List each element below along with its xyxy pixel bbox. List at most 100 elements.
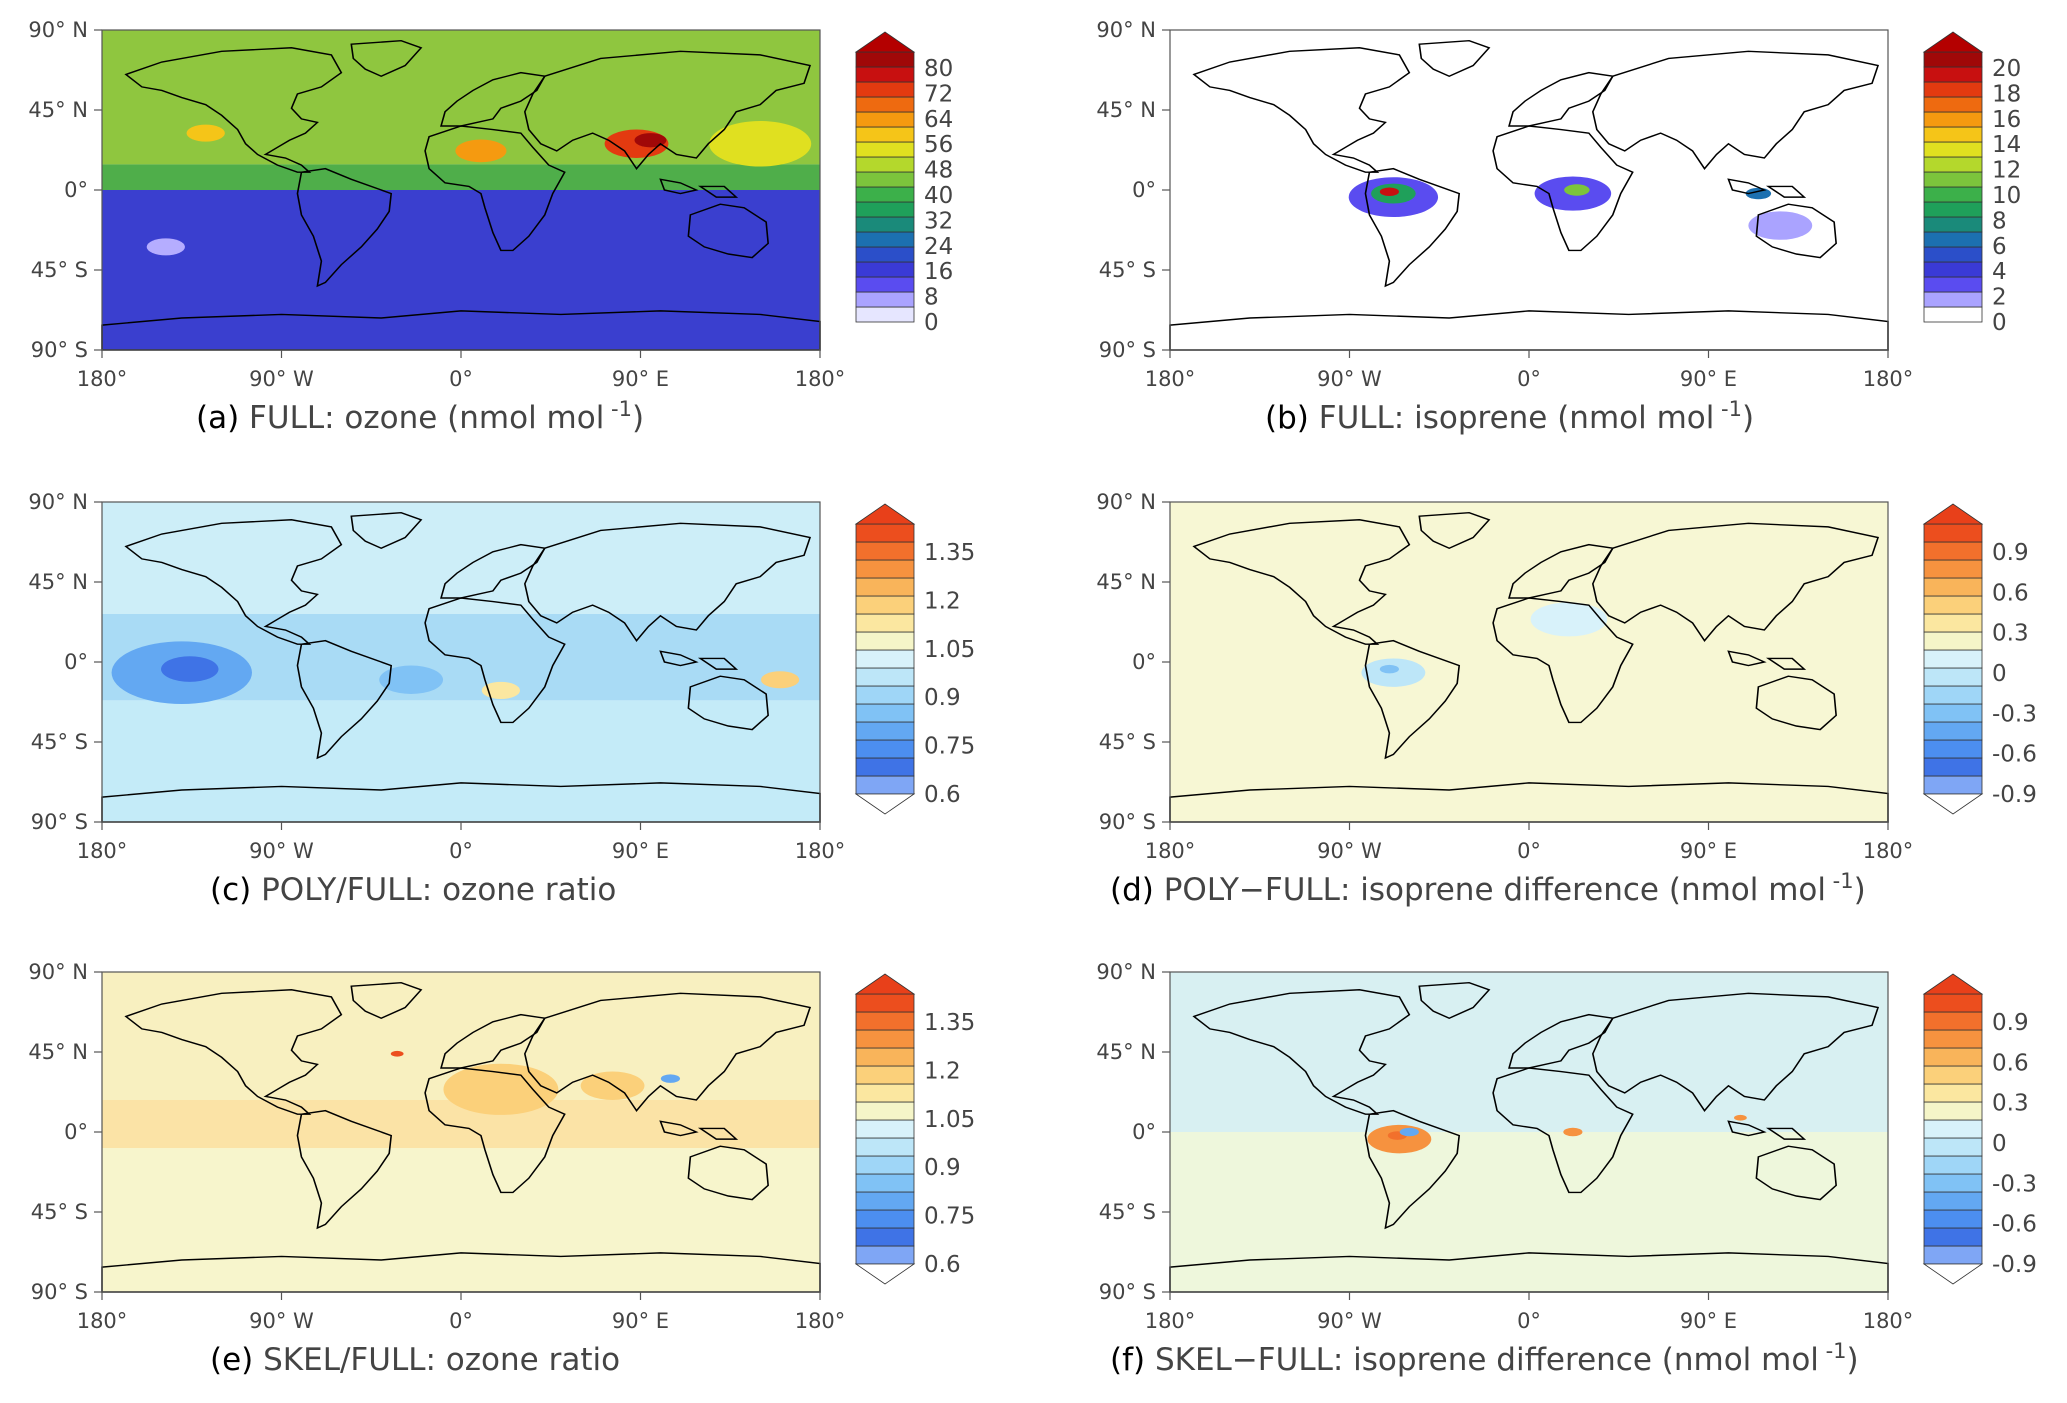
colorbar-segment	[1923, 993, 1983, 1013]
panel-caption: (f) SKEL−FULL: isoprene difference (nmol…	[1110, 1339, 1859, 1378]
colorbar-label: 14	[1992, 132, 2021, 158]
lat-tick-label: 45° S	[1099, 258, 1156, 282]
map-field-feature	[481, 681, 521, 699]
colorbar-segment	[855, 96, 915, 113]
colorbar-segment	[855, 1227, 915, 1247]
map-field-feature	[1399, 1127, 1419, 1137]
lon-tick-label: 0°	[1517, 839, 1541, 863]
colorbar-segment	[1923, 667, 1983, 687]
map-field-feature	[379, 665, 444, 694]
lat-tick-label: 90° N	[28, 490, 88, 514]
colorbar-segment	[1923, 126, 1983, 143]
map-field-feature	[1379, 664, 1399, 674]
lon-tick-label: 0°	[449, 839, 473, 863]
lon-tick-label: 180°	[1863, 839, 1914, 863]
lon-tick-label: 90° W	[249, 367, 314, 391]
colorbar-top-triangle	[854, 503, 916, 525]
lon-tick-label: 0°	[1517, 1309, 1541, 1333]
colorbar-segment	[1923, 1101, 1983, 1121]
colorbar-label: 0	[1992, 1131, 2007, 1157]
caption-unit-superscript: -1	[1826, 869, 1854, 893]
colorbar-segment	[855, 291, 915, 308]
colorbar-segment	[855, 523, 915, 543]
colorbar-segment	[855, 649, 915, 669]
colorbar-label: -0.9	[1992, 1252, 2037, 1278]
lon-tick-label: 90° E	[612, 839, 669, 863]
colorbar-segment	[855, 613, 915, 633]
lat-tick-label: 90° N	[28, 960, 88, 984]
panel-letter: (a)	[196, 400, 249, 436]
colorbar-segment	[855, 261, 915, 278]
colorbar-segment	[855, 685, 915, 705]
colorbar-label: 1.2	[924, 588, 961, 614]
colorbar-segment	[855, 216, 915, 233]
caption-tail: )	[1854, 872, 1866, 908]
colorbar-bottom-triangle	[854, 793, 916, 815]
colorbar-label: -0.3	[1992, 1171, 2037, 1197]
map-field-band	[1170, 1132, 1888, 1292]
caption-text: SKEL/FULL: ozone ratio	[263, 1342, 620, 1378]
colorbar-label: 64	[924, 107, 953, 133]
panel-caption: (c) POLY/FULL: ozone ratio	[210, 872, 616, 908]
colorbar-segment	[1923, 775, 1983, 795]
map-field-feature	[186, 124, 225, 142]
colorbar-segment	[1923, 111, 1983, 128]
lon-tick-label: 180°	[1863, 367, 1914, 391]
colorbar-segment	[1923, 81, 1983, 98]
colorbar-label: -0.6	[1992, 1212, 2037, 1238]
lat-tick-label: 90° S	[31, 810, 88, 834]
map-area	[1170, 30, 1888, 350]
colorbar-label: 4	[1992, 259, 2007, 285]
lon-tick-label: 180°	[1145, 367, 1196, 391]
colorbar-bottom-triangle	[854, 1263, 916, 1285]
lon-tick-label: 180°	[77, 367, 128, 391]
colorbar-segment	[1923, 246, 1983, 263]
colorbar-segment	[855, 1155, 915, 1175]
colorbar-segment	[1923, 649, 1983, 669]
colorbar-segment	[855, 111, 915, 128]
map-area	[102, 972, 820, 1292]
colorbar-segment	[1923, 739, 1983, 759]
map-field-feature	[146, 238, 185, 256]
colorbar-segment	[855, 577, 915, 597]
colorbar-segment	[855, 1119, 915, 1139]
colorbar-top-triangle	[854, 973, 916, 995]
colorbar-segment	[1923, 703, 1983, 723]
colorbar-segment	[855, 276, 915, 293]
lat-tick-label: 90° S	[1099, 338, 1156, 362]
colorbar-label: 16	[924, 259, 953, 285]
lon-tick-label: 90° W	[1317, 367, 1382, 391]
lon-tick-label: 90° W	[249, 839, 314, 863]
map-field-feature	[455, 139, 507, 163]
lat-tick-label: 45° N	[1096, 98, 1156, 122]
colorbar-label: 0.6	[924, 782, 961, 808]
lat-tick-label: 90° S	[31, 1280, 88, 1304]
caption-unit-superscript: -1	[604, 397, 632, 421]
colorbar-label: -0.3	[1992, 701, 2037, 727]
colorbar-segment	[855, 1101, 915, 1121]
lat-tick-label: 90° N	[28, 18, 88, 42]
colorbar-segment	[855, 246, 915, 263]
colorbar-segment	[855, 595, 915, 615]
caption-unit-superscript: -1	[1714, 397, 1742, 421]
lon-tick-label: 180°	[1145, 1309, 1196, 1333]
colorbar-segment	[855, 186, 915, 203]
colorbar-segment	[1923, 186, 1983, 203]
colorbar-segment	[855, 1083, 915, 1103]
colorbar-segment	[855, 541, 915, 561]
lat-tick-label: 90° S	[1099, 1280, 1156, 1304]
colorbar-label: 0.3	[1992, 1091, 2029, 1117]
colorbar-segment	[1923, 1155, 1983, 1175]
colorbar-segment	[1923, 595, 1983, 615]
map-field-feature	[660, 1074, 680, 1083]
colorbar-label: 1.05	[924, 637, 975, 663]
caption-text: POLY−FULL: isoprene difference (nmol mol	[1164, 872, 1826, 908]
panel-f: 90° N 45° N 0° 45° S 90° S 180° 90° W 0° 90° E 18…	[1096, 960, 2037, 1378]
map-field-band	[102, 700, 820, 822]
colorbar-segment	[855, 559, 915, 579]
lon-tick-label: 180°	[795, 839, 846, 863]
lat-tick-label: 90° S	[1099, 810, 1156, 834]
lat-tick-label: 45° N	[28, 98, 88, 122]
colorbar-segment	[855, 721, 915, 741]
